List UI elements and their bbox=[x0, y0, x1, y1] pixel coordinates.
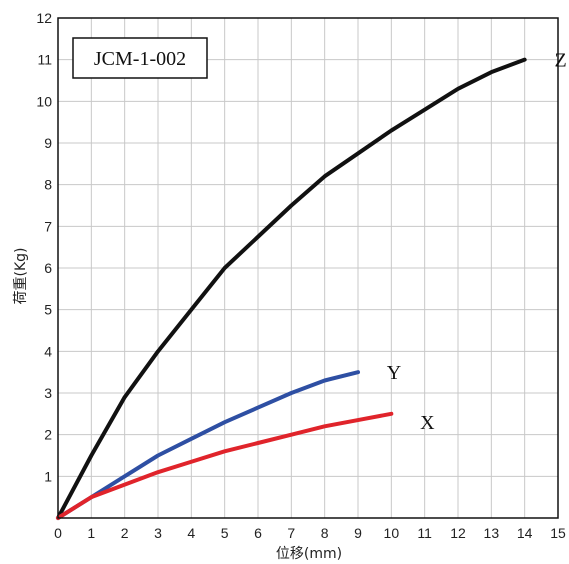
annotation-box: JCM-1-002 bbox=[72, 37, 208, 79]
x-axis-label: 位移(mm) bbox=[276, 546, 342, 562]
y-tick-label-7: 7 bbox=[44, 218, 52, 234]
y-tick-label-1: 1 bbox=[44, 468, 52, 484]
y-tick-label-11: 11 bbox=[37, 52, 52, 68]
x-tick-label-12: 12 bbox=[450, 525, 466, 541]
series-line-x bbox=[56, 411, 394, 520]
x-tick-label-4: 4 bbox=[187, 525, 195, 541]
x-tick-label-15: 15 bbox=[550, 525, 566, 541]
annotation-box-frame bbox=[72, 37, 208, 79]
plot-frame bbox=[57, 17, 559, 519]
x-tick-label-2: 2 bbox=[121, 525, 129, 541]
y-tick-label-12: 12 bbox=[36, 10, 52, 26]
y-tick-label-8: 8 bbox=[44, 177, 52, 193]
annotation-box-label: JCM-1-002 bbox=[94, 48, 186, 70]
y-tick-label-9: 9 bbox=[44, 135, 52, 151]
y-tick-label-3: 3 bbox=[44, 385, 52, 401]
x-tick-label-10: 10 bbox=[384, 525, 400, 541]
x-tick-label-5: 5 bbox=[221, 525, 229, 541]
series-label-y: Y bbox=[387, 362, 401, 384]
x-tick-label-1: 1 bbox=[87, 525, 95, 541]
x-tick-label-11: 11 bbox=[417, 525, 432, 541]
y-tick-label-6: 6 bbox=[44, 260, 52, 276]
grid bbox=[57, 17, 559, 518]
x-tick-label-6: 6 bbox=[254, 525, 262, 541]
series-line-z bbox=[56, 57, 527, 520]
y-tick-label-10: 10 bbox=[36, 93, 52, 109]
x-tick-label-9: 9 bbox=[354, 525, 362, 541]
x-tick-label-0: 0 bbox=[54, 525, 62, 541]
series-labels: Z Y X bbox=[387, 50, 567, 434]
series-lines bbox=[56, 57, 527, 520]
y-axis-label: 荷重(Kg) bbox=[13, 248, 29, 305]
y-tick-label-4: 4 bbox=[44, 343, 52, 359]
x-tick-labels: 0 1 2 3 4 5 6 7 8 9 10 11 12 13 14 15 bbox=[54, 525, 566, 541]
x-tick-label-8: 8 bbox=[321, 525, 329, 541]
x-tick-label-13: 13 bbox=[484, 525, 500, 541]
series-line-y bbox=[56, 370, 360, 520]
series-label-x: X bbox=[420, 412, 435, 434]
x-tick-label-7: 7 bbox=[287, 525, 295, 541]
y-tick-label-2: 2 bbox=[44, 427, 52, 443]
series-label-z: Z bbox=[555, 50, 567, 72]
y-tick-label-5: 5 bbox=[44, 302, 52, 318]
x-tick-label-3: 3 bbox=[154, 525, 162, 541]
x-tick-label-14: 14 bbox=[517, 525, 533, 541]
